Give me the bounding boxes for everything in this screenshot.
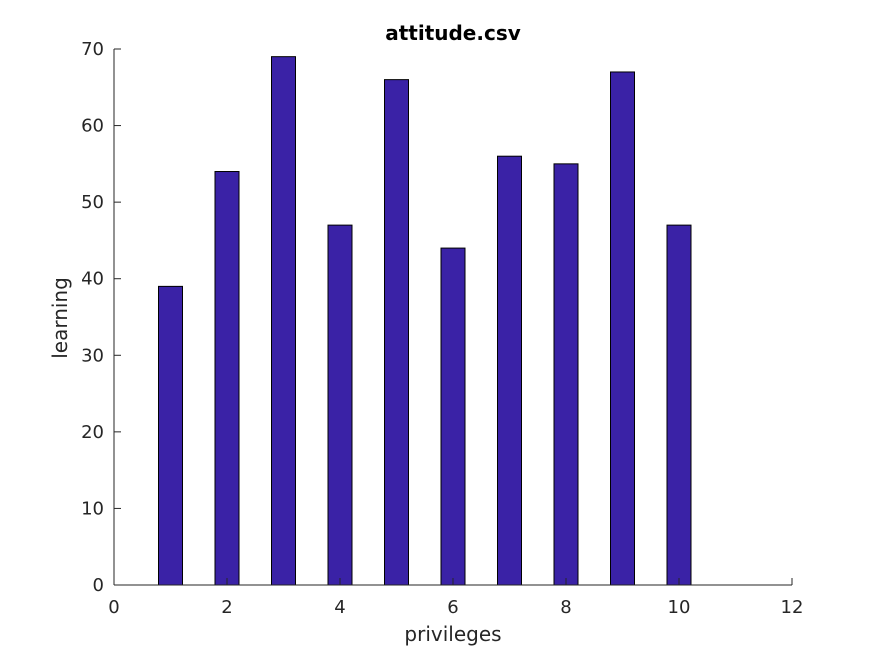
bar-2	[214, 171, 240, 586]
chart-title: attitude.csv	[385, 21, 521, 45]
y-tick-label: 70	[81, 39, 104, 60]
x-tick-label: 4	[334, 597, 345, 618]
bar-7	[497, 155, 522, 586]
bar-10	[666, 224, 692, 586]
x-tick-label: 10	[668, 597, 691, 618]
x-tick-label: 2	[221, 597, 232, 618]
x-tick-label: 12	[781, 597, 804, 618]
bar-8	[553, 163, 579, 586]
y-tick-label: 40	[81, 269, 104, 290]
bar-9	[610, 71, 635, 586]
bar-5	[384, 79, 409, 586]
bar-6	[440, 247, 466, 586]
x-tick-label: 6	[447, 597, 458, 618]
y-tick-label: 50	[81, 192, 104, 213]
y-tick-label: 10	[81, 498, 104, 519]
x-tick-label: 8	[560, 597, 571, 618]
y-tick-label: 60	[81, 116, 104, 137]
y-tick-label: 20	[81, 422, 104, 443]
y-tick-label: 30	[81, 345, 104, 366]
y-axis-label: learning	[48, 277, 72, 359]
axes-group: 0 2 4 6 8 10 12 0 10 20 30 40 50 60 70	[81, 39, 803, 618]
bar-4	[327, 224, 353, 586]
y-tick-label: 0	[93, 575, 104, 596]
x-axis-label: privileges	[404, 622, 501, 646]
x-tick-label: 0	[108, 597, 119, 618]
bar-3	[271, 56, 296, 586]
bar-1	[158, 285, 183, 586]
bars-group	[158, 56, 692, 586]
